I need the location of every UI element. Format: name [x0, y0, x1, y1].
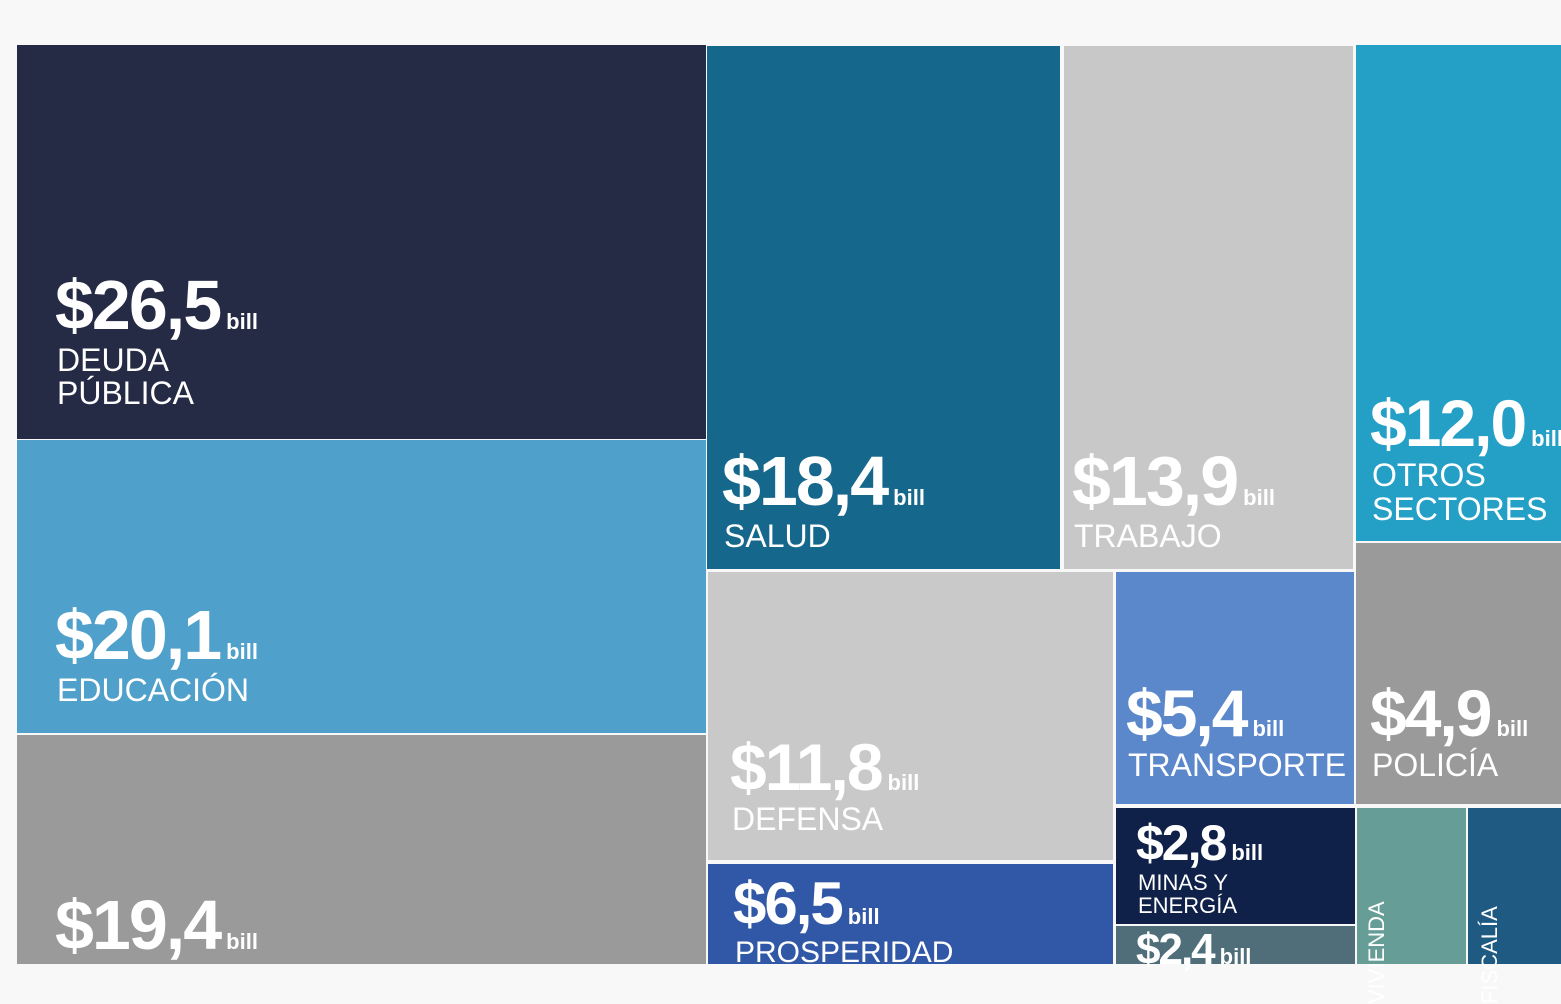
value-text: $20,1 [55, 596, 222, 674]
value-label: $20,1 bill [55, 600, 258, 670]
category-label: MINAS Y ENERGÍA [1138, 869, 1238, 918]
tile: $20,1 bill EDUCACIÓN [17, 440, 706, 733]
tile: $19,4 bill [17, 735, 706, 964]
category-label: POLICÍA [1372, 747, 1499, 784]
category-label: DEFENSA [732, 801, 884, 838]
tile: FISCALÍA [1468, 808, 1561, 1004]
tile: $2,4 bill [1116, 926, 1355, 972]
value-text: $12,0 [1370, 386, 1527, 460]
tile: $4,9 bill POLICÍA [1356, 543, 1561, 804]
value-label: $13,9 bill [1072, 446, 1275, 516]
tile: VIVIENDA [1357, 808, 1466, 1004]
value-text: $26,5 [55, 266, 222, 344]
value-label: $19,4 bill [55, 890, 258, 960]
value-text: $11,8 [730, 730, 884, 804]
value-text: $13,9 [1072, 442, 1239, 520]
tile: $26,5 bill DEUDA PÚBLICA [17, 45, 706, 439]
unit: bill [1219, 944, 1252, 969]
tile: $12,0 bill OTROS SECTORES [1356, 45, 1561, 541]
category-label: TRANSPORTE [1128, 747, 1347, 784]
value-label: $26,5 bill [55, 270, 258, 340]
value-text: $4,9 [1370, 676, 1492, 750]
tile: $18,4 bill SALUD [707, 46, 1060, 569]
tile: $13,9 bill TRABAJO [1064, 46, 1353, 569]
value-label: $11,8 bill [730, 734, 919, 800]
category-label: PROSPERIDAD [735, 936, 954, 969]
unit: bill [1243, 485, 1275, 510]
category-label: EDUCACIÓN [57, 671, 250, 708]
value-label: $4,9 bill [1370, 680, 1528, 746]
unit: bill [1531, 426, 1561, 451]
unit: bill [887, 770, 920, 795]
tile: $6,5 bill PROSPERIDAD [708, 864, 1113, 968]
category-label: SALUD [724, 517, 831, 554]
value-text: $19,4 [55, 886, 222, 964]
unit: bill [226, 639, 258, 664]
unit: bill [226, 309, 258, 334]
value-label: $12,0 bill [1370, 390, 1561, 456]
unit: bill [226, 929, 258, 954]
value-text: $2,8 [1136, 815, 1227, 871]
unit: bill [1252, 716, 1285, 741]
tile: $5,4 bill TRANSPORTE [1116, 572, 1354, 804]
unit: bill [1496, 716, 1529, 741]
unit: bill [1231, 840, 1264, 865]
value-text: $5,4 [1126, 676, 1248, 750]
value-text: $6,5 [733, 870, 844, 937]
value-label: $5,4 bill [1126, 680, 1284, 746]
category-label: DEUDA PÚBLICA [57, 341, 194, 412]
category-label: OTROS SECTORES [1372, 457, 1548, 527]
category-label: VIVIENDA [1364, 901, 1389, 1004]
value-text: $2,4 [1136, 925, 1216, 974]
value-label: $2,4 bill [1136, 928, 1251, 972]
unit: bill [893, 485, 925, 510]
category-label: FISCALÍA [1477, 906, 1502, 1004]
tile: $11,8 bill DEFENSA [708, 572, 1113, 860]
value-label: $2,8 bill [1136, 818, 1263, 868]
value-label: $6,5 bill [733, 874, 880, 934]
unit: bill [847, 904, 880, 929]
category-label: TRABAJO [1074, 517, 1222, 554]
value-label: $18,4 bill [722, 446, 925, 516]
value-text: $18,4 [722, 442, 889, 520]
page: $26,5 bill DEUDA PÚBLICA $20,1 bill EDUCACIÓN… [17, 45, 1561, 1004]
tile: $2,8 bill MINAS Y ENERGÍA [1116, 808, 1355, 924]
